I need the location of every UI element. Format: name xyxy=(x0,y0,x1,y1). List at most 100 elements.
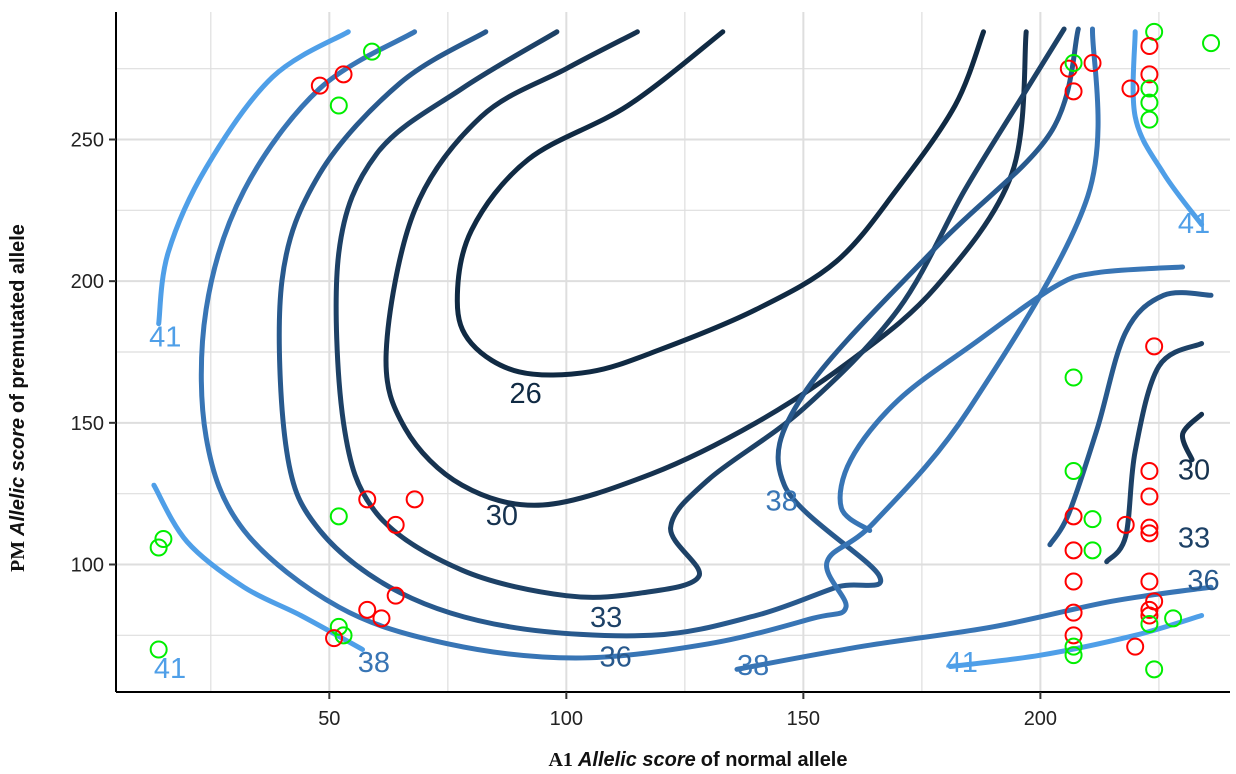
y-axis-title-prefix: PM xyxy=(7,541,29,572)
y-tick-label: 200 xyxy=(71,271,104,293)
contour-line-41 xyxy=(151,482,365,652)
point-red xyxy=(372,609,391,628)
contour-label-38: 38 xyxy=(737,650,769,682)
point-red xyxy=(1064,507,1083,526)
point-green xyxy=(1202,34,1221,53)
contour-label-33: 33 xyxy=(590,602,622,634)
point-red xyxy=(325,629,344,648)
contour-line-33 xyxy=(333,26,1067,600)
contour-label-41: 41 xyxy=(149,321,181,353)
point-green xyxy=(149,538,168,557)
point-red xyxy=(334,65,353,84)
contour-line-41 xyxy=(947,613,1205,669)
contour-line-30 xyxy=(383,29,1029,508)
contour-label-30: 30 xyxy=(486,500,518,532)
x-tick-label: 50 xyxy=(318,708,340,730)
y-axis-title-italic: Allelic score xyxy=(7,418,29,537)
grid xyxy=(116,12,1230,692)
contour-line-41 xyxy=(1130,29,1205,227)
point-red xyxy=(1121,79,1140,98)
contour-label-33: 33 xyxy=(1178,523,1210,555)
point-red xyxy=(1064,572,1083,591)
point-red xyxy=(358,490,377,509)
point-red xyxy=(1140,65,1159,84)
point-green xyxy=(329,96,348,115)
point-green xyxy=(362,42,381,61)
contour-label-38: 38 xyxy=(765,486,797,518)
y-axis-title-suffix: of premutated allele xyxy=(7,224,29,413)
y-tick-label: 250 xyxy=(71,130,104,152)
contour-label-36: 36 xyxy=(1187,565,1219,597)
contour-line-26 xyxy=(454,29,986,378)
point-green xyxy=(1140,615,1159,633)
point-red xyxy=(310,76,329,95)
contour-label-41: 41 xyxy=(1178,208,1210,240)
scatter-points xyxy=(149,22,1221,679)
contour-label-26: 26 xyxy=(509,378,541,410)
point-green xyxy=(1064,646,1083,665)
x-tick-label: 100 xyxy=(550,708,583,730)
point-green xyxy=(1083,510,1102,529)
point-green xyxy=(1164,609,1183,628)
contour-label-30: 30 xyxy=(1178,455,1210,487)
x-tick-label: 200 xyxy=(1024,708,1057,730)
point-red xyxy=(1140,524,1159,543)
x-axis-title-italic: Allelic score xyxy=(577,749,696,771)
x-axis-title-suffix: of normal allele xyxy=(701,749,848,771)
point-red xyxy=(1116,515,1135,534)
point-red xyxy=(405,490,424,509)
point-red xyxy=(1059,59,1078,78)
point-green xyxy=(1083,541,1102,560)
y-axis-title: PM Allelic score of premutated allele xyxy=(7,224,29,572)
point-green xyxy=(329,507,348,526)
point-red xyxy=(1145,337,1164,356)
point-red xyxy=(1140,600,1159,619)
point-red xyxy=(1140,462,1159,480)
point-green xyxy=(1145,660,1164,679)
point-red xyxy=(386,515,405,534)
contour-line-38 xyxy=(837,264,1186,533)
axes xyxy=(109,12,1230,699)
contour-line-36 xyxy=(1047,290,1214,548)
point-red xyxy=(1140,37,1159,55)
point-green xyxy=(1064,637,1083,656)
point-green xyxy=(1140,110,1159,129)
x-axis-title: A1 Allelic score of normal allele xyxy=(548,749,847,771)
point-red xyxy=(386,586,405,605)
point-red xyxy=(1140,487,1159,506)
point-green xyxy=(1140,79,1159,98)
point-green xyxy=(154,530,173,548)
contour-line-41 xyxy=(156,29,351,327)
point-green xyxy=(1064,54,1083,72)
contour-lines xyxy=(151,26,1214,672)
point-red xyxy=(1064,603,1083,622)
x-axis-title-prefix: A1 xyxy=(548,749,572,771)
tick-labels: 50 100 150 200 100 150 200 250 xyxy=(71,130,1057,731)
point-green xyxy=(149,640,168,659)
point-red xyxy=(1140,518,1159,537)
y-tick-label: 150 xyxy=(71,413,104,435)
point-green xyxy=(1064,368,1083,387)
contour-line-30 xyxy=(1179,411,1205,463)
contour-label-38: 38 xyxy=(358,647,390,679)
point-red xyxy=(1064,626,1083,645)
contour-label-36: 36 xyxy=(600,642,632,674)
point-red xyxy=(358,600,377,619)
contour-line-36 xyxy=(276,26,1081,639)
point-red xyxy=(1064,82,1083,101)
y-tick-label: 100 xyxy=(71,555,104,577)
contour-line-38 xyxy=(198,26,1101,661)
contour-label-41: 41 xyxy=(946,647,978,679)
contour-line-33 xyxy=(1104,341,1205,565)
point-red xyxy=(1140,572,1159,591)
contour-line-38 xyxy=(734,584,1214,672)
point-green xyxy=(334,626,353,645)
x-tick-label: 150 xyxy=(787,708,820,730)
point-green xyxy=(329,617,348,636)
point-red xyxy=(1064,541,1083,560)
point-red xyxy=(1083,54,1102,72)
point-green xyxy=(1064,462,1083,480)
point-red xyxy=(1140,606,1159,625)
